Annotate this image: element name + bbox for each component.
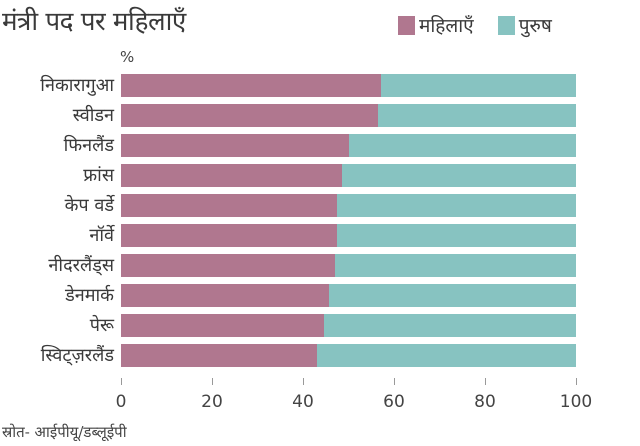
axis-tick [576, 378, 577, 385]
category-label: फ्रांस [83, 165, 114, 186]
legend-label-men: पुरुष [518, 15, 552, 37]
axis-tick [212, 378, 213, 385]
bar-segment-women [121, 134, 349, 157]
legend-swatch-women [398, 15, 415, 35]
axis-tick-label: 0 [115, 392, 127, 412]
bar-segment-men [336, 224, 576, 247]
axis-tick-label: 80 [474, 392, 496, 412]
category-label: फिनलैंड [63, 135, 114, 156]
bar-segment-women [121, 254, 336, 277]
bar-segment-men [328, 284, 576, 307]
bar-row [121, 314, 576, 337]
axis-tick [394, 378, 395, 385]
axis-tick-label: 60 [383, 392, 405, 412]
bar-row [121, 134, 576, 157]
legend-swatch-men [497, 15, 515, 35]
legend: महिलाएँ पुरुष [398, 12, 576, 38]
bar-segment-women [121, 164, 343, 187]
legend-item-men: पुरुष [497, 12, 552, 38]
axis-tick-label: 40 [292, 392, 314, 412]
bar-segment-men [336, 194, 576, 217]
axis-tick [303, 378, 304, 385]
bar-segment-women [121, 104, 379, 127]
bar-segment-women [121, 344, 318, 367]
category-label: नीदरलैंड्स [48, 255, 114, 276]
bar-row [121, 254, 576, 277]
category-label: केप वर्डे [64, 195, 114, 216]
axis-tick [485, 378, 486, 385]
category-label: निकारागुआ [40, 75, 114, 96]
bar-row [121, 344, 576, 367]
bar-segment-men [380, 74, 576, 97]
category-label: स्विट्ज़रलैंड [40, 345, 114, 366]
bar-row [121, 284, 576, 307]
bar-row [121, 224, 576, 247]
bar-segment-men [348, 134, 576, 157]
bar-segment-women [121, 224, 337, 247]
bar-segment-women [121, 314, 324, 337]
chart-title: मंत्री पद पर महिलाएँ [2, 7, 186, 37]
axis-tick-label: 100 [559, 392, 593, 412]
bar-segment-women [121, 74, 381, 97]
category-label: डेनमार्क [65, 285, 114, 306]
bars-area [121, 74, 576, 374]
category-label: स्वीडन [72, 105, 114, 126]
bar-row [121, 194, 576, 217]
bar-segment-men [342, 164, 576, 187]
axis-tick [121, 378, 122, 385]
category-labels: निकारागुआ स्वीडन फिनलैंड फ्रांस केप वर्डे नॉर… [0, 74, 114, 374]
category-label: नॉर्वे [89, 225, 114, 246]
legend-label-women: महिलाएँ [419, 15, 474, 37]
legend-item-women: महिलाएँ [398, 12, 474, 38]
bar-row [121, 74, 576, 97]
bar-segment-women [121, 194, 337, 217]
bar-segment-men [335, 254, 576, 277]
x-axis: 0 20 40 60 80 100 [116, 378, 592, 418]
bar-segment-men [323, 314, 576, 337]
bar-row [121, 104, 576, 127]
axis-tick-label: 20 [201, 392, 223, 412]
bar-row [121, 164, 576, 187]
bar-segment-men [317, 344, 576, 367]
unit-label: % [120, 48, 135, 66]
category-label: पेरू [89, 315, 114, 336]
bar-segment-men [378, 104, 576, 127]
source-note: स्रोत- आईपीयू/डब्लूईपी [2, 423, 127, 441]
bar-segment-women [121, 284, 329, 307]
